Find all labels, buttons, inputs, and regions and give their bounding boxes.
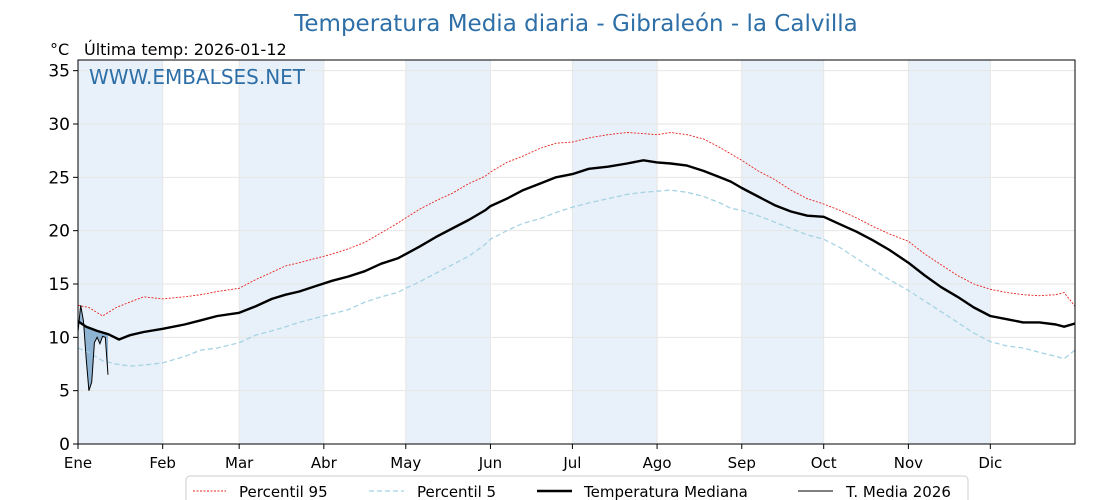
x-tick-label-jul: Jul [562,454,581,472]
y-tick-label-5: 5 [59,382,70,402]
legend-label-p95: Percentil 95 [239,483,328,500]
month-band-may [405,60,491,444]
last-temp-label: Última temp: 2026-01-12 [84,40,287,59]
month-band-nov [908,60,991,444]
series-lines [77,132,1076,391]
y-unit-label: °C [50,40,69,59]
y-axis: 0 5 10 15 20 25 30 35 [48,62,78,455]
x-tick-label-ago: Ago [643,454,672,472]
x-tick-label-feb: Feb [149,454,176,472]
series-line-p5 [77,189,1076,367]
series-line-median [77,159,1076,341]
month-bands [78,60,991,444]
legend-box [185,475,969,500]
x-tick-label-nov: Nov [894,454,923,472]
x-axis: Ene Feb Mar Abr May Jun Jul Ago Sep Oct Nov Dic [64,444,1002,472]
x-tick-label-may: May [390,454,421,472]
y-tick-label-25: 25 [48,168,70,188]
x-tick-label-abr: Abr [311,454,338,472]
y-tick-label-0: 0 [59,435,70,455]
chart-title: Temperatura Media diaria - Gibraleón - l… [293,11,857,37]
legend-label-current: T. Media 2026 [845,483,951,500]
y-tick-label-30: 30 [48,115,70,135]
month-band-jul [572,60,658,444]
month-band-sep [741,60,824,444]
y-tick-label-35: 35 [48,62,70,82]
month-band-mar [239,60,324,444]
x-tick-label-sep: Sep [728,454,756,472]
x-tick-label-mar: Mar [225,454,254,472]
watermark: WWW.EMBALSES.NET [89,65,306,89]
series-line-p95 [77,132,1076,317]
x-tick-label-dic: Dic [978,454,1002,472]
y-tick-label-15: 15 [48,275,70,295]
legend-label-median: Temperatura Mediana [583,483,748,500]
x-tick-label-jun: Jun [478,454,502,472]
plot-frame [77,59,1076,445]
y-tick-label-10: 10 [48,328,70,348]
legend-label-p5: Percentil 5 [417,483,496,500]
series-line-current [77,305,109,391]
legend: Percentil 95 Percentil 5 Temperatura Med… [185,475,969,500]
x-tick-label-oct: Oct [811,454,837,472]
x-tick-label-ene: Ene [64,454,92,472]
y-tick-label-20: 20 [48,222,70,242]
